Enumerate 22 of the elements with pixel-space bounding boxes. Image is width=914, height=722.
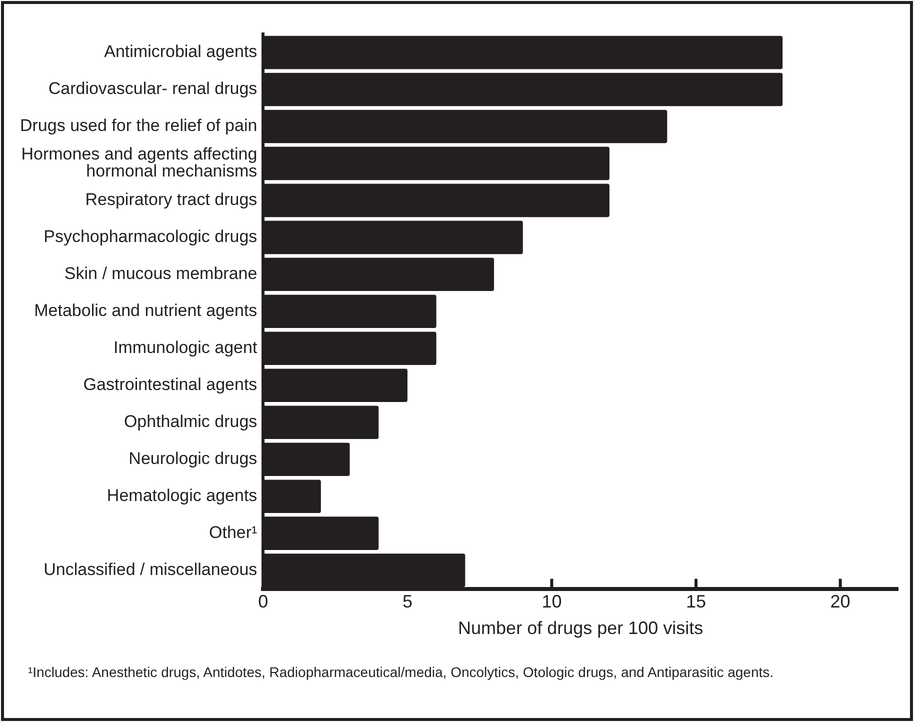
y-tick-label: Cardiovascular- renal drugs — [48, 79, 258, 98]
y-tick-label: Metabolic and nutrient agents — [34, 301, 258, 320]
x-axis-title: Number of drugs per 100 visits — [458, 618, 704, 638]
y-tick-label: Ophthalmic drugs — [124, 412, 258, 432]
y-tick-label: Antimicrobial agents — [104, 42, 258, 62]
y-tick-label: Neurologic drugs — [128, 449, 258, 468]
y-tick-label: Other¹ — [209, 523, 258, 542]
x-tick-label: 15 — [686, 592, 706, 612]
y-tick-label: Drugs used for the relief of pain — [20, 116, 258, 136]
text: ¹Includes: Anesthetic drugs, Antidotes, Radiopharmaceutical/media, Oncolytics, Otologic drugs, and Antiparasitic agents. — [28, 664, 774, 680]
y-tick-label: Immunologic agent — [114, 338, 258, 358]
y-tick-label: Unclassified / miscellaneous — [44, 560, 258, 579]
y-tick-label: Skin / mucous membrane — [64, 264, 258, 284]
y-tick-label: Hormones and agents affecting hormonal mechanisms — [21, 144, 258, 181]
y-tick-label: Respiratory tract drugs — [85, 190, 258, 210]
y-tick-label: Psychopharmacologic drugs — [44, 227, 258, 246]
y-tick-label: Hematologic agents — [106, 486, 258, 506]
y-tick-label: Gastrointestinal agents — [83, 375, 258, 394]
x-tick-label: 5 — [402, 592, 412, 612]
x-tick-label: 10 — [542, 592, 562, 612]
x-tick-label: 20 — [830, 592, 850, 612]
x-tick-label: 0 — [258, 592, 268, 612]
